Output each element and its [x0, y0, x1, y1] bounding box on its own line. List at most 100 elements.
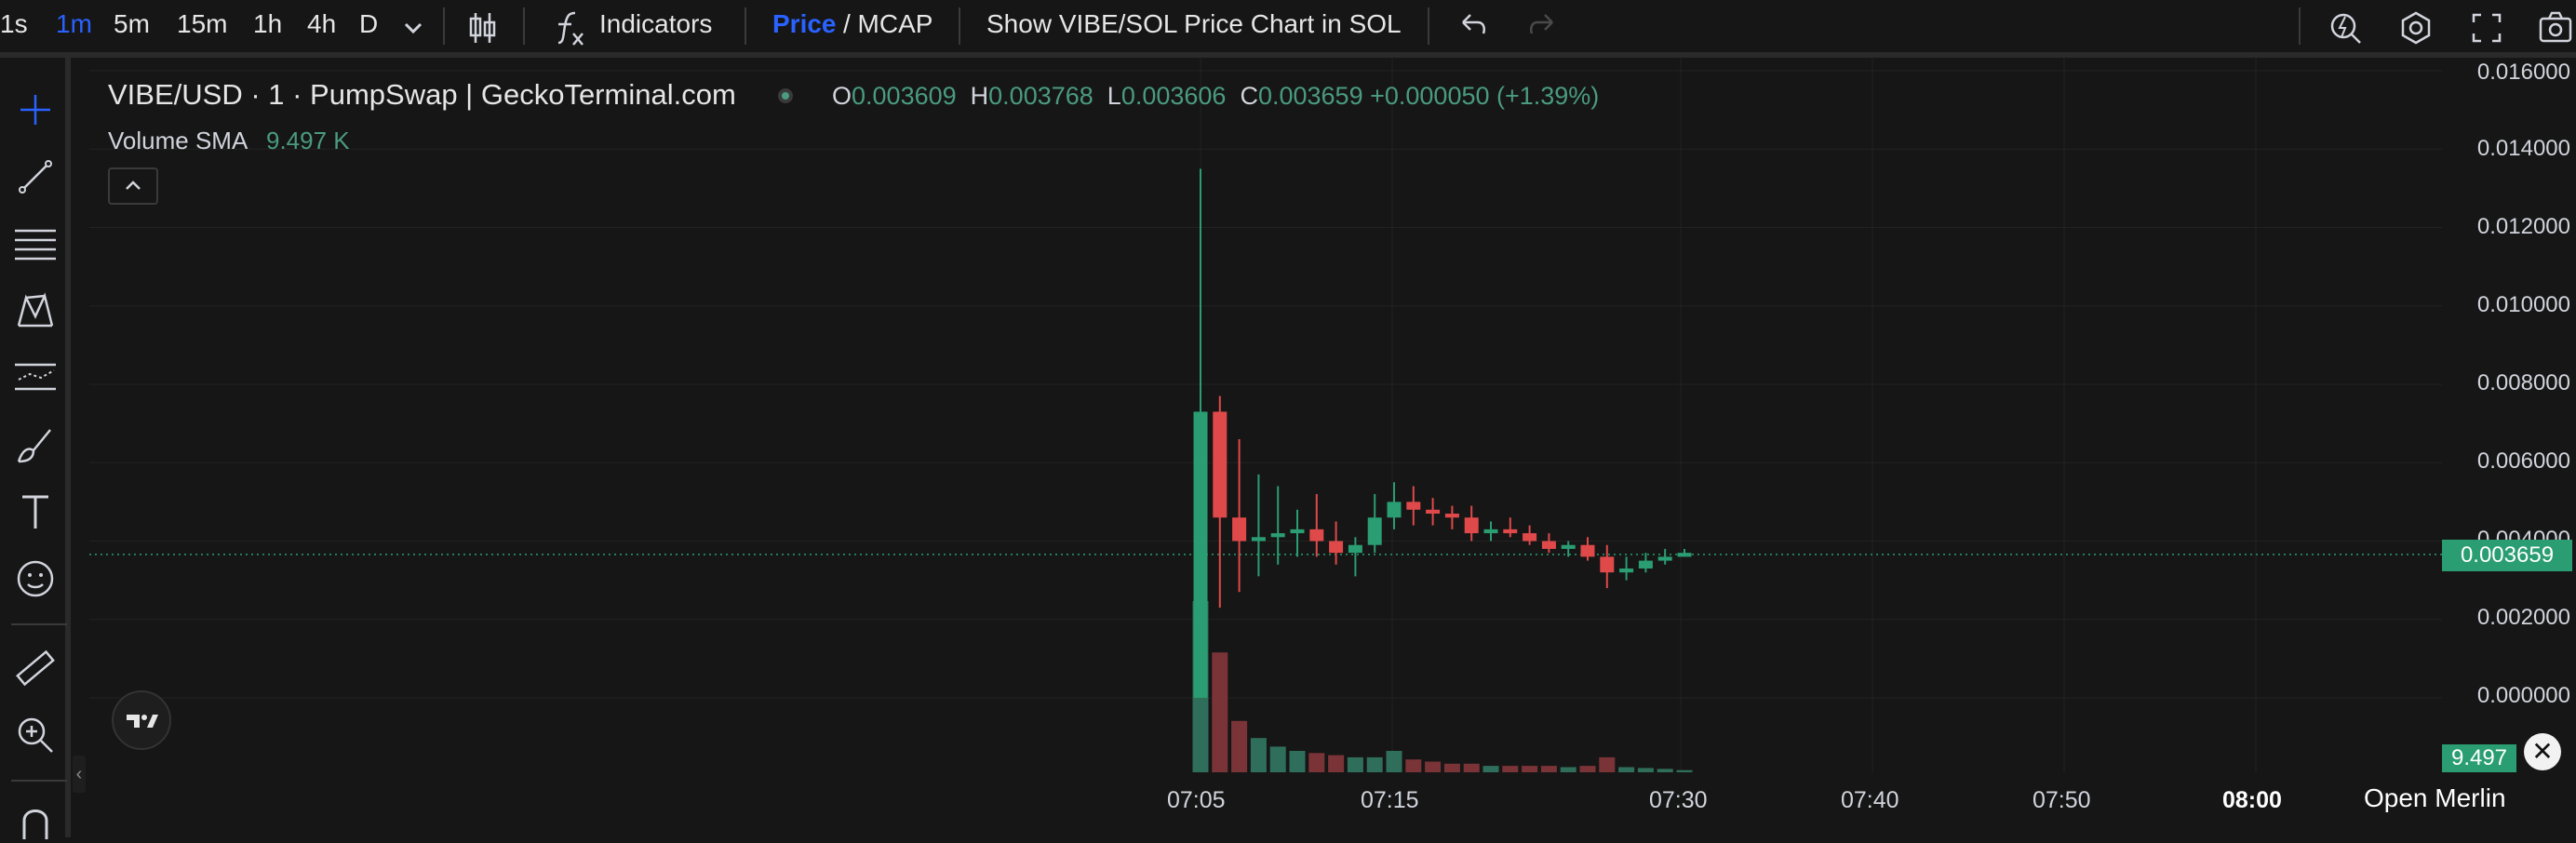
volume-bar	[1405, 759, 1422, 772]
candle-body	[1329, 541, 1344, 554]
text-tool-icon[interactable]	[13, 489, 58, 534]
emoji-icon[interactable]	[13, 556, 58, 601]
toolbar-divider	[11, 780, 67, 782]
x-tick-label: 07:15	[1361, 787, 1419, 813]
volume-bar	[1231, 720, 1248, 772]
symbol-title[interactable]: VIBE/USD · 1 · PumpSwap | GeckoTerminal.…	[108, 78, 736, 111]
drawing-toolbar	[0, 58, 71, 839]
volume-bar	[1289, 751, 1306, 772]
candle-body	[1483, 529, 1498, 534]
candle-body	[1638, 560, 1653, 569]
x-tick-label: 08:00	[2222, 787, 2282, 813]
y-tick-label: 0.012000	[2476, 214, 2570, 239]
timeframe-4h[interactable]: 4h	[307, 9, 337, 38]
volume-bar	[1308, 753, 1325, 772]
current-price-badge: 0.003659	[2442, 540, 2572, 571]
change-value: +0.000050 (+1.39%)	[1370, 82, 1600, 110]
toolbar-divider	[11, 623, 67, 625]
fullscreen-icon[interactable]	[2466, 7, 2507, 48]
volume-bar	[1637, 768, 1654, 772]
grid	[89, 58, 2442, 772]
price-axis[interactable]: 0.016000 0.014000 0.012000 0.010000 0.00…	[2442, 58, 2576, 837]
x-tick-label: 07:40	[1841, 787, 1899, 813]
volume-sma-label[interactable]: Volume SMA	[108, 127, 248, 154]
candle-body	[1270, 533, 1285, 538]
fx-icon[interactable]	[549, 7, 590, 48]
volume-bar	[1250, 738, 1267, 772]
timeframe-5m[interactable]: 5m	[114, 9, 150, 38]
volume-bar	[1483, 766, 1499, 772]
toolbar-divider	[443, 7, 445, 45]
candle-body	[1561, 544, 1576, 549]
volume-sma-value: 9.497 K	[266, 127, 350, 154]
y-tick-label: 0.008000	[2476, 370, 2570, 395]
chevron-down-icon[interactable]	[393, 7, 434, 48]
candle-body	[1503, 529, 1518, 534]
chevron-up-icon	[126, 181, 141, 190]
candle-body	[1464, 517, 1479, 534]
show-sol-chart-button[interactable]: Show VIBE/SOL Price Chart in SOL	[986, 9, 1402, 38]
y-tick-label: 0.006000	[2476, 448, 2570, 474]
brush-icon[interactable]	[13, 422, 58, 467]
timeframe-1m[interactable]: 1m	[56, 9, 92, 38]
x-tick-label: 07:50	[2033, 787, 2091, 813]
ohlc-values: O0.003609 H0.003768 L0.003606 C0.003659 …	[832, 82, 1599, 111]
ruler-icon[interactable]	[13, 646, 58, 690]
indicators-button[interactable]: Indicators	[599, 9, 713, 38]
volume-bar	[1560, 767, 1576, 772]
y-tick-label: 0.014000	[2476, 136, 2570, 161]
volume-bar	[1443, 763, 1460, 772]
settings-icon[interactable]	[2395, 7, 2436, 48]
mcap-toggle[interactable]: / MCAP	[843, 9, 933, 38]
volume-bar	[1212, 652, 1228, 772]
candle-body	[1367, 517, 1382, 545]
candle-body	[1677, 553, 1692, 557]
volume-bar	[1328, 755, 1345, 772]
quick-search-icon[interactable]	[2325, 7, 2366, 48]
camera-icon[interactable]	[2535, 7, 2576, 48]
zoom-in-icon[interactable]	[13, 713, 58, 757]
redo-icon[interactable]	[1523, 7, 1563, 48]
price-toggle[interactable]: Price	[772, 9, 837, 38]
trend-line-icon[interactable]	[13, 154, 58, 199]
y-tick-label: 0.010000	[2476, 292, 2570, 317]
pattern-icon[interactable]	[13, 288, 58, 333]
candle-body	[1657, 556, 1672, 561]
tradingview-logo-icon	[127, 715, 158, 728]
live-status-dot	[778, 88, 793, 103]
toolbar-divider	[959, 7, 960, 45]
tradingview-logo[interactable]	[112, 690, 171, 750]
timeframe-1h[interactable]: 1h	[253, 9, 283, 38]
collapse-toolbar-handle[interactable]: ‹	[73, 756, 86, 793]
timeframe-15m[interactable]: 15m	[177, 9, 228, 38]
timeframe-1s[interactable]: 1s	[0, 9, 28, 38]
candle-body	[1619, 568, 1634, 573]
close-icon[interactable]: ✕	[2524, 733, 2561, 770]
timeframe-d[interactable]: D	[359, 9, 379, 38]
candle-body	[1232, 517, 1247, 542]
high-key: H	[970, 82, 989, 110]
volume-bar	[1425, 761, 1442, 772]
candles-icon[interactable]	[462, 7, 503, 48]
y-tick-label: 0.002000	[2476, 605, 2570, 630]
volume-bar	[1347, 756, 1363, 772]
toolbar-divider	[745, 7, 746, 45]
candle-body	[1444, 514, 1459, 518]
volume-bar	[1657, 769, 1673, 772]
magnet-icon[interactable]	[13, 798, 58, 843]
volume-bar	[1366, 756, 1383, 772]
open-key: O	[832, 82, 852, 110]
open-merlin-button[interactable]: Open Merlin	[2364, 783, 2506, 812]
top-toolbar: 1s 1m 5m 15m 1h 4h D Indicators Price / …	[0, 0, 2576, 58]
x-tick-label: 07:05	[1167, 787, 1226, 813]
candle-body	[1309, 529, 1324, 542]
collapse-legend-button[interactable]	[108, 167, 158, 205]
undo-icon[interactable]	[1452, 7, 1493, 48]
crosshair-icon[interactable]	[13, 87, 58, 132]
volume-bar	[1386, 751, 1402, 772]
price-chart[interactable]	[89, 58, 2442, 837]
candle-body	[1426, 509, 1441, 515]
prediction-icon[interactable]	[13, 355, 58, 400]
fib-lines-icon[interactable]	[13, 221, 58, 266]
close-value: 0.003659	[1257, 82, 1363, 110]
